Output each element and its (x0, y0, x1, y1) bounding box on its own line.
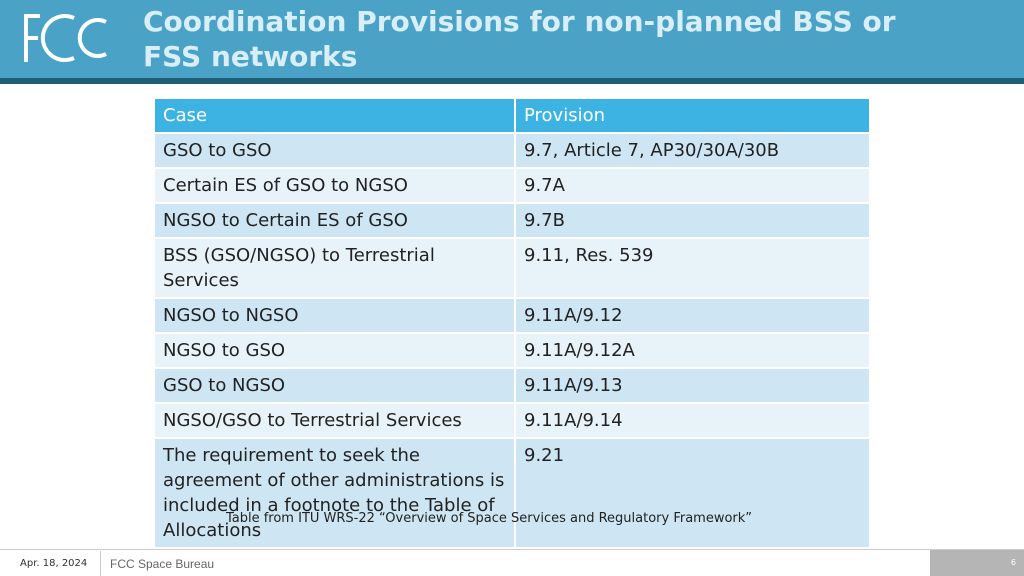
provision-cell: 9.11A/9.12 (514, 297, 871, 334)
page-number: 6 (1010, 558, 1016, 567)
provision-cell: 9.7B (514, 202, 871, 239)
case-cell: NGSO to GSO (153, 332, 516, 369)
provision-cell: 9.21 (514, 437, 871, 549)
slide-title: Coordination Provisions for non-planned … (143, 5, 896, 73)
case-cell: GSO to GSO (153, 132, 516, 169)
footer-separator (100, 551, 101, 576)
table-row: NGSO to NGSO 9.11A/9.12 (153, 297, 871, 334)
table-row: NGSO to Certain ES of GSO 9.7B (153, 202, 871, 239)
header-row: Case Provision (153, 97, 871, 134)
case-cell: NGSO to Certain ES of GSO (153, 202, 516, 239)
case-cell: BSS (GSO/NGSO) to Terrestrial Services (153, 237, 516, 299)
footer-organization: FCC Space Bureau (110, 557, 215, 571)
table-row: The requirement to seek the agreement of… (153, 437, 871, 549)
provision-cell: 9.7A (514, 167, 871, 204)
case-cell: GSO to NGSO (153, 367, 516, 404)
header-band (0, 0, 1024, 78)
table-row: NGSO to GSO 9.11A/9.12A (153, 332, 871, 369)
provision-cell: 9.11A/9.13 (514, 367, 871, 404)
table-row: NGSO/GSO to Terrestrial Services 9.11A/9.… (153, 402, 871, 439)
footer-date: Apr. 18, 2024 (20, 558, 88, 569)
provisions-table: Case Provision GSO to GSO 9.7, Article 7,… (153, 97, 871, 549)
provision-cell: 9.11A/9.14 (514, 402, 871, 439)
column-header: Provision (514, 97, 871, 134)
table-caption: Table from ITU WRS-22 “Overview of Space… (225, 511, 753, 526)
table-row: GSO to NGSO 9.11A/9.13 (153, 367, 871, 404)
case-cell: NGSO/GSO to Terrestrial Services (153, 402, 516, 439)
case-cell: Certain ES of GSO to NGSO (153, 167, 516, 204)
case-cell: NGSO to NGSO (153, 297, 516, 334)
table-row: Certain ES of GSO to NGSO 9.7A (153, 167, 871, 204)
header-rule (0, 78, 1024, 84)
provision-cell: 9.11A/9.12A (514, 332, 871, 369)
footer-rule (0, 549, 1024, 550)
provision-cell: 9.7, Article 7, AP30/30A/30B (514, 132, 871, 169)
table-row: GSO to GSO 9.7, Article 7, AP30/30A/30B (153, 132, 871, 169)
page-box (930, 550, 1024, 576)
column-header: Case (153, 97, 516, 134)
table-row: BSS (GSO/NGSO) to Terrestrial Services 9.… (153, 237, 871, 299)
case-cell: The requirement to seek the agreement of… (153, 437, 516, 549)
provision-cell: 9.11, Res. 539 (514, 237, 871, 299)
logo (24, 14, 107, 62)
